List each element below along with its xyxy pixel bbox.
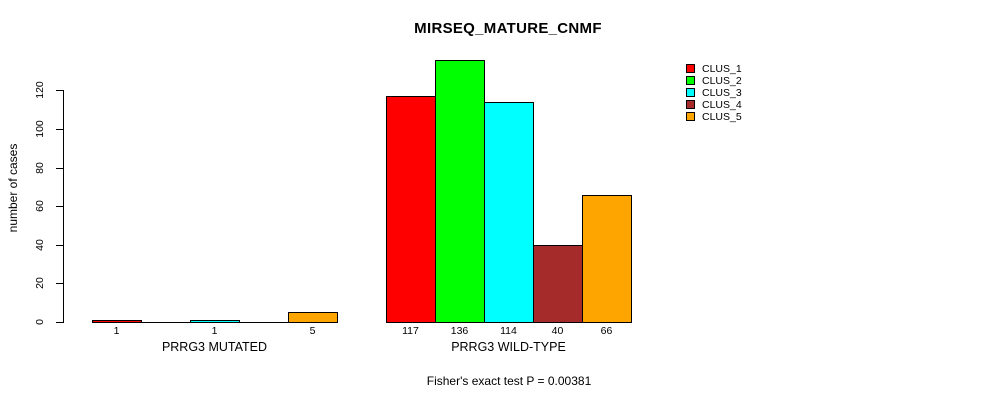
bar-value-label: 1 (211, 325, 218, 337)
bar (92, 320, 142, 323)
legend-swatch (686, 76, 695, 85)
bar-value-label: 117 (402, 325, 419, 337)
y-tick-label: 60 (34, 200, 46, 212)
zero-bar (141, 322, 191, 323)
y-tick-label: 120 (34, 81, 46, 99)
bar-value-label: 114 (500, 325, 517, 337)
bar (582, 195, 632, 323)
bar (288, 312, 338, 323)
bar-value-label: 5 (309, 325, 316, 337)
zero-bar (239, 322, 289, 323)
legend-swatch (686, 88, 695, 97)
y-axis-title: number of cases (6, 143, 20, 233)
bar (435, 60, 485, 323)
footer-caption: Fisher's exact test P = 0.00381 (426, 374, 592, 388)
legend-swatch (686, 112, 695, 121)
bar-value-label: 136 (450, 325, 469, 337)
y-tick-label: 80 (34, 162, 46, 174)
y-tick (56, 168, 63, 169)
group-label: PRRG3 WILD-TYPE (451, 340, 566, 354)
bar (533, 245, 583, 323)
y-tick-label: 100 (34, 120, 46, 138)
legend-label: CLUS_2 (702, 75, 742, 87)
legend-label: CLUS_3 (702, 87, 742, 99)
bar (386, 96, 436, 323)
chart-title: MIRSEQ_MATURE_CNMF (414, 20, 602, 37)
legend-label: CLUS_4 (702, 99, 742, 111)
y-axis-line (63, 90, 64, 323)
y-tick (56, 129, 63, 130)
y-tick-label: 40 (34, 239, 46, 251)
legend-swatch (686, 100, 695, 109)
group-label: PRRG3 MUTATED (161, 340, 268, 354)
bar-value-label: 66 (600, 325, 613, 337)
y-tick (56, 322, 63, 323)
y-tick (56, 206, 63, 207)
bar (484, 102, 534, 323)
bar-value-label: 40 (551, 325, 564, 337)
y-tick-label: 0 (34, 319, 46, 325)
bar-value-label: 1 (113, 325, 120, 337)
legend-swatch (686, 64, 695, 73)
y-tick (56, 283, 63, 284)
y-tick (56, 90, 63, 91)
y-tick (56, 245, 63, 246)
legend-label: CLUS_5 (702, 111, 742, 123)
legend-label: CLUS_1 (702, 63, 742, 75)
bar (190, 320, 240, 323)
y-tick-label: 20 (34, 277, 46, 289)
